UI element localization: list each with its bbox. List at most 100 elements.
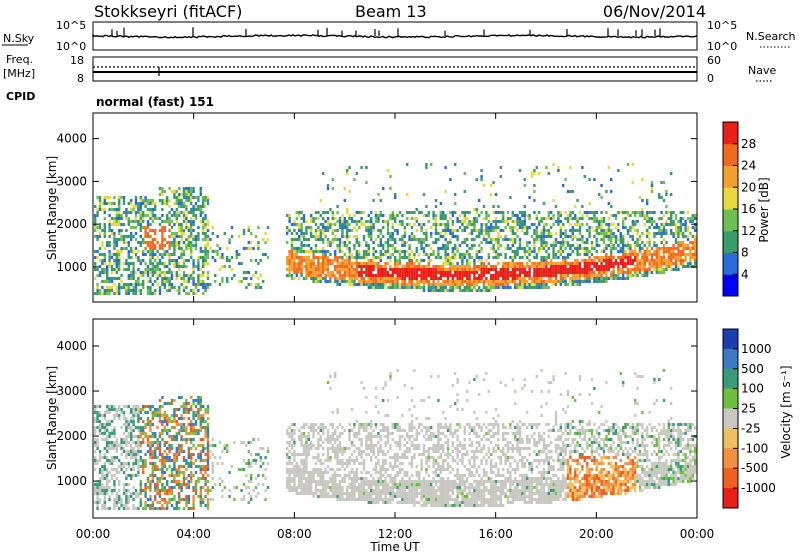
range-gate-cell [401, 280, 404, 283]
range-gate-cell [146, 244, 150, 247]
range-gate-cell [348, 253, 351, 256]
range-gate-cell [432, 286, 435, 289]
range-gate-cell [187, 274, 190, 277]
range-gate-cell [235, 253, 238, 256]
range-gate-cell [641, 241, 644, 244]
range-gate-cell [396, 274, 399, 277]
range-gate-cell [442, 280, 445, 283]
range-gate-cell [254, 235, 258, 238]
range-gate-cell [94, 456, 97, 459]
range-gate-cell [518, 271, 522, 274]
range-gate-cell [286, 441, 289, 444]
range-gate-cell [574, 235, 577, 238]
range-gate-cell [658, 193, 661, 196]
range-gate-cell [194, 465, 198, 468]
range-gate-cell [410, 226, 414, 229]
range-gate-cell [468, 271, 471, 274]
range-gate-cell [290, 265, 294, 268]
range-gate-cell [302, 492, 306, 495]
range-gate-cell [120, 447, 123, 450]
range-gate-cell [163, 426, 166, 429]
range-gate-cell [478, 199, 481, 202]
range-gate-cell [382, 265, 385, 268]
range-gate-cell [595, 232, 598, 235]
range-gate-cell [660, 232, 663, 235]
range-gate-cell [206, 283, 210, 286]
range-gate-cell [185, 274, 188, 277]
range-gate-cell [190, 250, 193, 253]
range-gate-cell [127, 498, 130, 501]
range-gate-cell [442, 235, 445, 238]
range-gate-cell [125, 483, 128, 486]
range-gate-cell [334, 280, 337, 283]
range-gate-cell [526, 283, 529, 286]
range-gate-cell [622, 253, 625, 256]
range-gate-cell [245, 247, 248, 250]
range-gate-cell [355, 283, 358, 286]
range-gate-cell [113, 232, 116, 235]
range-gate-cell [662, 181, 666, 184]
range-gate-cell [163, 450, 166, 453]
range-gate-cell [482, 286, 486, 289]
range-gate-cell [329, 241, 332, 244]
range-gate-cell [602, 268, 606, 271]
range-gate-cell [252, 459, 255, 462]
range-gate-cell [564, 259, 567, 262]
range-gate-cell [494, 271, 498, 274]
range-gate-cell [96, 411, 99, 414]
range-gate-cell [108, 229, 111, 232]
range-gate-cell [132, 474, 135, 477]
range-gate-cell [149, 289, 152, 292]
range-gate-cell [120, 280, 123, 283]
range-gate-cell [134, 459, 138, 462]
range-gate-cell [108, 507, 111, 510]
range-gate-cell [674, 229, 678, 232]
range-gate-cell [175, 235, 178, 238]
range-gate-cell [113, 405, 116, 408]
range-gate-cell [408, 223, 411, 226]
range-gate-cell [211, 256, 214, 259]
range-gate-cell [434, 286, 438, 289]
range-gate-cell [103, 504, 106, 507]
range-gate-cell [312, 277, 315, 280]
range-gate-cell [170, 235, 174, 238]
range-gate-cell [192, 238, 195, 241]
range-gate-cell [583, 211, 586, 214]
range-gate-cell [149, 435, 152, 438]
range-gate-cell [295, 271, 298, 274]
range-gate-cell [175, 450, 178, 453]
range-gate-cell [636, 232, 639, 235]
range-gate-cell [576, 262, 579, 265]
range-gate-cell [139, 241, 142, 244]
range-gate-cell [607, 232, 610, 235]
range-gate-cell [542, 223, 546, 226]
range-gate-cell [139, 441, 142, 444]
range-gate-cell [113, 196, 116, 199]
range-gate-cell [480, 241, 483, 244]
range-gate-cell [305, 271, 308, 274]
range-gate-cell [175, 232, 178, 235]
range-gate-cell [554, 253, 558, 256]
range-gate-cell [120, 217, 123, 220]
range-gate-cell [598, 268, 601, 271]
range-gate-cell [158, 447, 162, 450]
range-gate-cell [478, 232, 481, 235]
range-gate-cell [118, 208, 121, 211]
range-gate-cell [242, 441, 246, 444]
range-gate-cell [185, 199, 188, 202]
range-gate-cell [137, 459, 140, 462]
range-gate-cell [197, 402, 200, 405]
range-gate-cell [396, 250, 399, 253]
range-gate-cell [101, 202, 104, 205]
range-gate-cell [194, 405, 198, 408]
range-gate-cell [115, 438, 118, 441]
range-gate-cell [298, 477, 301, 480]
range-gate-cell [151, 208, 154, 211]
range-gate-cell [266, 486, 270, 489]
range-gate-cell [161, 396, 164, 399]
range-gate-cell [139, 211, 142, 214]
range-gate-cell [466, 244, 469, 247]
range-gate-cell [607, 259, 610, 262]
range-gate-cell [338, 265, 342, 268]
range-gate-cell [221, 489, 224, 492]
